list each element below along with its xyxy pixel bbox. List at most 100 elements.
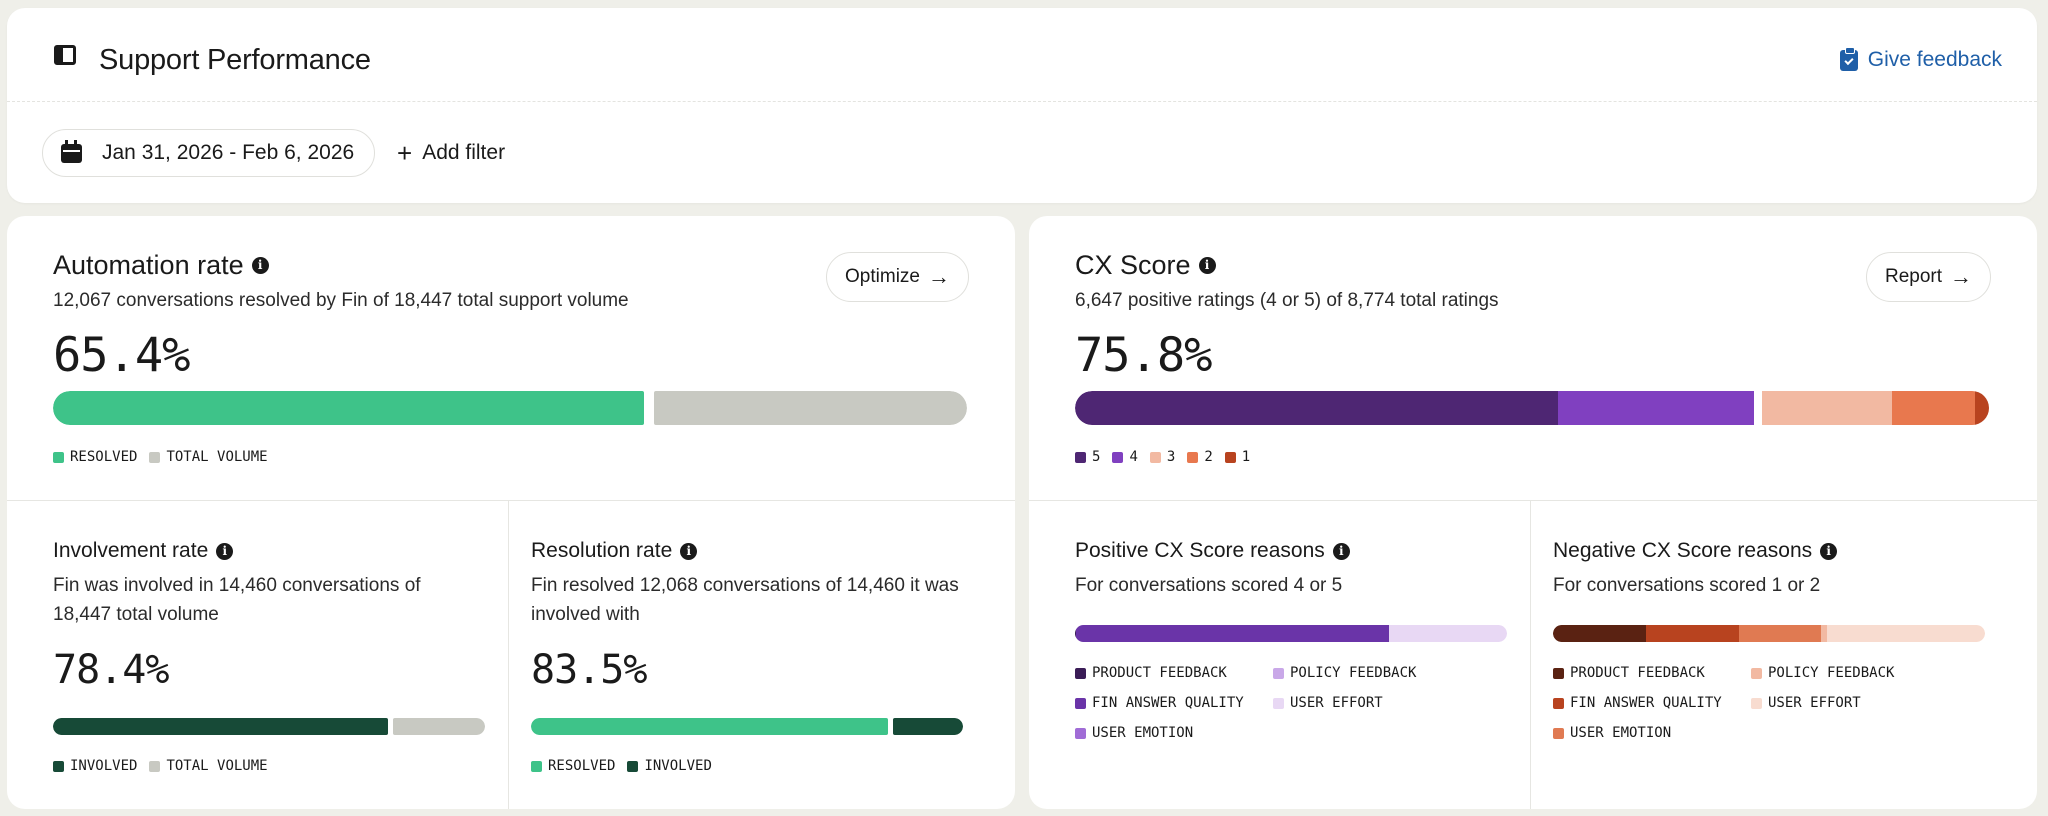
legend-swatch bbox=[1273, 667, 1284, 679]
legend-item: FIN ANSWER QUALITY bbox=[1553, 695, 1751, 711]
involvement-value: 78.4% bbox=[53, 647, 169, 693]
resolution-title: Resolution rate i bbox=[531, 539, 698, 563]
legend-label: TOTAL VOLUME bbox=[166, 449, 268, 465]
legend-label: USER EFFORT bbox=[1768, 695, 1861, 711]
legend-item: RESOLVED bbox=[531, 758, 615, 774]
info-icon[interactable]: i bbox=[680, 542, 698, 560]
title-row: Support Performance Give feedback bbox=[7, 8, 2037, 102]
resolution-value: 83.5% bbox=[531, 647, 647, 693]
resolution-bar bbox=[531, 718, 963, 735]
resolution-legend: RESOLVED INVOLVED bbox=[531, 758, 724, 774]
positive-reasons-bar bbox=[1075, 625, 1507, 642]
info-icon[interactable]: i bbox=[1820, 542, 1838, 560]
involvement-bar-segment-total-volume[interactable] bbox=[392, 718, 485, 735]
legend-label: USER EFFORT bbox=[1290, 695, 1383, 711]
date-range-label: Jan 31, 2026 - Feb 6, 2026 bbox=[102, 141, 355, 164]
cx-value: 75.8% bbox=[1075, 328, 1212, 383]
negative-reasons-bar-segment-policy-feedback[interactable] bbox=[1820, 625, 1828, 642]
legend-item: 3 bbox=[1149, 449, 1176, 465]
negative-reasons-bar-segment-user-emotion[interactable] bbox=[1738, 625, 1821, 642]
negative-reasons-bar-segment-user-effort[interactable] bbox=[1827, 625, 1985, 642]
legend-swatch bbox=[1553, 667, 1564, 679]
negative-reasons-bar bbox=[1553, 625, 1985, 642]
involvement-title: Involvement rate i bbox=[53, 539, 234, 563]
negative-reasons-bar-segment-product-feedback[interactable] bbox=[1553, 625, 1646, 642]
legend-swatch bbox=[53, 451, 64, 463]
negative-reasons-bar-segment-fin-answer-quality[interactable] bbox=[1645, 625, 1739, 642]
legend-swatch bbox=[627, 760, 639, 772]
positive-reasons-bar-segment-user-effort[interactable] bbox=[1389, 625, 1507, 642]
date-range-picker[interactable]: Jan 31, 2026 - Feb 6, 2026 bbox=[42, 129, 376, 177]
report-label: Report bbox=[1884, 266, 1942, 287]
info-icon[interactable]: i bbox=[1198, 257, 1216, 274]
cx-bar-segment-4[interactable] bbox=[1557, 391, 1755, 425]
involvement-bar-segment-involved[interactable] bbox=[53, 718, 388, 735]
legend-label: USER EMOTION bbox=[1092, 725, 1194, 741]
header-card: Support Performance Give feedback Jan 31… bbox=[7, 8, 2037, 203]
legend-swatch bbox=[1273, 697, 1284, 709]
legend-label: USER EMOTION bbox=[1570, 725, 1672, 741]
automation-description: 12,067 conversations resolved by Fin of … bbox=[53, 290, 629, 311]
automation-card: Automation rate i 12,067 conversations r… bbox=[7, 216, 1015, 809]
legend-swatch bbox=[531, 760, 542, 772]
optimize-label: Optimize bbox=[845, 266, 920, 287]
arrow-right-icon: → bbox=[928, 264, 950, 289]
cx-bar-segment-1[interactable] bbox=[1975, 391, 1989, 425]
automation-section: Automation rate i 12,067 conversations r… bbox=[7, 216, 1015, 501]
cx-bar-segment-5[interactable] bbox=[1075, 391, 1558, 425]
legend-swatch bbox=[53, 760, 64, 772]
legend-item: INVOLVED bbox=[53, 758, 137, 774]
legend-item: 4 bbox=[1112, 449, 1138, 465]
info-icon[interactable]: i bbox=[1332, 542, 1350, 560]
automation-legend: RESOLVED TOTAL VOLUME bbox=[53, 449, 280, 465]
legend-item: POLICY FEEDBACK bbox=[1751, 665, 1949, 681]
legend-item: INVOLVED bbox=[627, 758, 712, 774]
involvement-bar bbox=[53, 718, 485, 735]
involvement-section: Involvement rate i Fin was involved in 1… bbox=[7, 501, 509, 809]
legend-label: 3 bbox=[1166, 449, 1176, 465]
cx-card: CX Score i 6,647 positive ratings (4 or … bbox=[1029, 216, 2037, 809]
info-icon[interactable]: i bbox=[216, 542, 234, 560]
legend-swatch bbox=[1224, 451, 1236, 463]
legend-swatch bbox=[1112, 451, 1124, 463]
automation-bar-segment-total-volume[interactable] bbox=[654, 391, 967, 425]
legend-item: PRODUCT FEEDBACK bbox=[1553, 665, 1751, 681]
legend-swatch bbox=[1751, 697, 1762, 709]
automation-title-text: Automation rate bbox=[53, 250, 244, 280]
legend-item: USER EFFORT bbox=[1751, 695, 1949, 711]
cx-bar bbox=[1075, 391, 1989, 425]
positive-reasons-bar-segment-product-feedback[interactable] bbox=[1075, 625, 1077, 642]
legend-item: TOTAL VOLUME bbox=[149, 449, 268, 465]
negative-reasons-legend: PRODUCT FEEDBACK POLICY FEEDBACK FIN ANSWE… bbox=[1553, 665, 1973, 741]
legend-label: TOTAL VOLUME bbox=[166, 758, 268, 774]
add-filter-button[interactable]: + Add filter bbox=[397, 140, 506, 166]
info-icon[interactable]: i bbox=[251, 257, 269, 274]
legend-item: USER EMOTION bbox=[1553, 725, 1751, 741]
legend-swatch bbox=[1075, 451, 1086, 463]
give-feedback-link[interactable]: Give feedback bbox=[1839, 46, 2002, 72]
cx-bar-segment-2[interactable] bbox=[1892, 391, 1976, 425]
legend-item: USER EMOTION bbox=[1075, 725, 1273, 741]
legend-item: 2 bbox=[1187, 449, 1213, 465]
cx-legend: 5 4 3 2 1 bbox=[1075, 449, 1262, 465]
resolution-bar-segment-involved[interactable] bbox=[892, 718, 963, 735]
legend-swatch bbox=[149, 451, 161, 463]
resolution-bar-segment-resolved[interactable] bbox=[531, 718, 888, 735]
legend-item: POLICY FEEDBACK bbox=[1273, 665, 1471, 681]
legend-item: 5 bbox=[1075, 449, 1100, 465]
add-filter-label: Add filter bbox=[422, 141, 506, 164]
automation-bar bbox=[53, 391, 967, 425]
legend-label: 5 bbox=[1092, 449, 1101, 465]
optimize-button[interactable]: Optimize → bbox=[826, 252, 969, 302]
cx-title-text: CX Score bbox=[1075, 250, 1191, 280]
legend-label: POLICY FEEDBACK bbox=[1768, 665, 1895, 681]
legend-label: PRODUCT FEEDBACK bbox=[1092, 665, 1227, 681]
report-button[interactable]: Report → bbox=[1865, 252, 1991, 302]
sidebar-toggle-icon[interactable] bbox=[54, 45, 76, 65]
cx-section: CX Score i 6,647 positive ratings (4 or … bbox=[1029, 216, 2037, 501]
automation-bar-segment-resolved[interactable] bbox=[53, 391, 645, 425]
involvement-description: Fin was involved in 14,460 conversations… bbox=[53, 575, 421, 625]
legend-label: FIN ANSWER QUALITY bbox=[1092, 695, 1244, 711]
cx-bar-segment-3[interactable] bbox=[1762, 391, 1893, 425]
positive-reasons-bar-segment-fin-answer-quality[interactable] bbox=[1076, 625, 1390, 642]
